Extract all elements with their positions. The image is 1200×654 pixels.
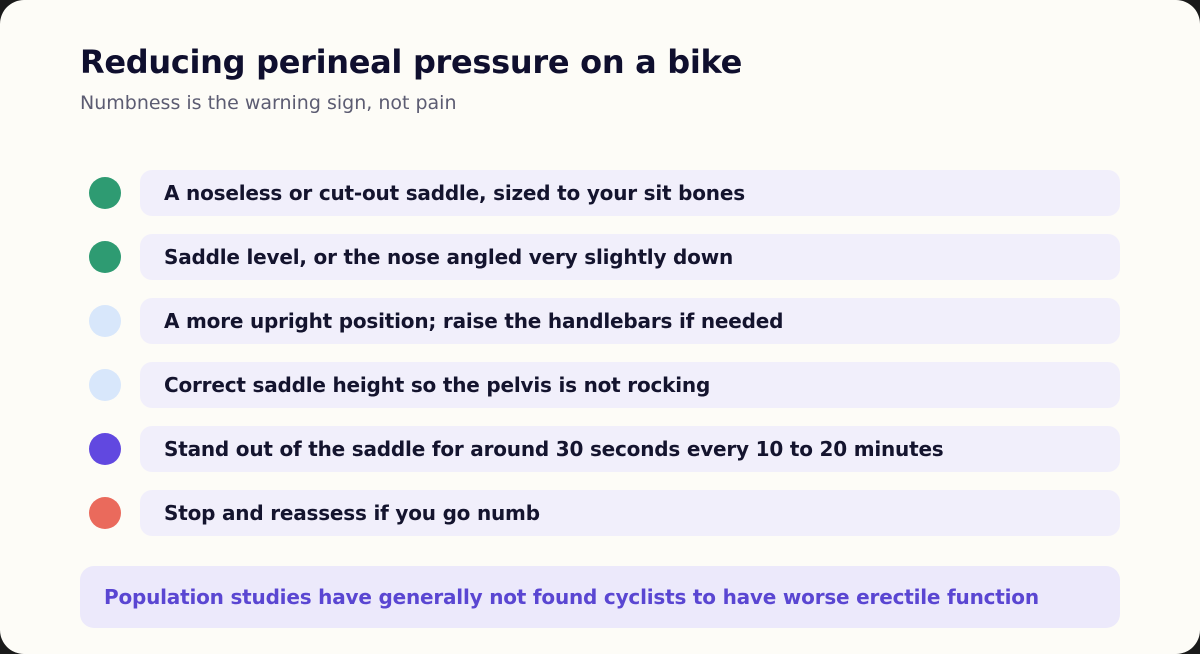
- status-dot-icon: [89, 369, 121, 401]
- status-dot-icon: [89, 241, 121, 273]
- list-item-pill: Correct saddle height so the pelvis is n…: [140, 362, 1120, 408]
- status-dot-icon: [89, 305, 121, 337]
- tips-list: A noseless or cut-out saddle, sized to y…: [80, 170, 1120, 554]
- list-item-label: A more upright position; raise the handl…: [164, 309, 784, 333]
- status-dot-icon: [89, 177, 121, 209]
- list-item-label: Saddle level, or the nose angled very sl…: [164, 245, 734, 269]
- list-item-pill: A more upright position; raise the handl…: [140, 298, 1120, 344]
- status-dot-icon: [89, 433, 121, 465]
- list-item: A noseless or cut-out saddle, sized to y…: [80, 170, 1120, 216]
- list-item-pill: Stop and reassess if you go numb: [140, 490, 1120, 536]
- page-subtitle: Numbness is the warning sign, not pain: [80, 92, 457, 114]
- list-item-pill: Stand out of the saddle for around 30 se…: [140, 426, 1120, 472]
- list-item: Stand out of the saddle for around 30 se…: [80, 426, 1120, 472]
- callout-box: Population studies have generally not fo…: [80, 566, 1120, 628]
- list-item-label: Correct saddle height so the pelvis is n…: [164, 373, 711, 397]
- list-item-label: A noseless or cut-out saddle, sized to y…: [164, 181, 745, 205]
- list-item: Stop and reassess if you go numb: [80, 490, 1120, 536]
- status-dot-icon: [89, 497, 121, 529]
- list-item: A more upright position; raise the handl…: [80, 298, 1120, 344]
- callout-text: Population studies have generally not fo…: [104, 585, 1039, 609]
- list-item-pill: A noseless or cut-out saddle, sized to y…: [140, 170, 1120, 216]
- page-title: Reducing perineal pressure on a bike: [80, 43, 743, 81]
- list-item-label: Stop and reassess if you go numb: [164, 501, 540, 525]
- list-item-label: Stand out of the saddle for around 30 se…: [164, 437, 944, 461]
- list-item: Saddle level, or the nose angled very sl…: [80, 234, 1120, 280]
- list-item: Correct saddle height so the pelvis is n…: [80, 362, 1120, 408]
- list-item-pill: Saddle level, or the nose angled very sl…: [140, 234, 1120, 280]
